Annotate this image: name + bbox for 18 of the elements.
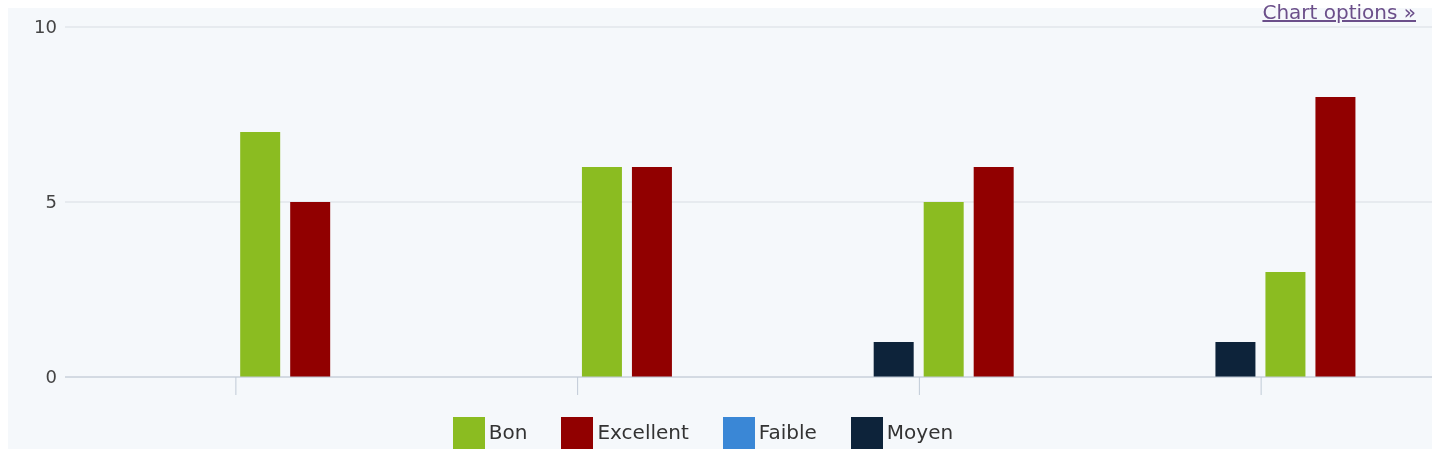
- bar: [1265, 272, 1306, 377]
- bar: [973, 167, 1014, 377]
- bar: [240, 132, 281, 377]
- legend-label: Faible: [758, 419, 817, 444]
- y-tick-label: 5: [45, 191, 57, 213]
- legend-label: Bon: [488, 419, 528, 444]
- y-tick-label: 10: [34, 16, 57, 38]
- bar: [873, 342, 914, 377]
- bar: [631, 167, 672, 377]
- bar: [290, 202, 331, 377]
- bar: [1215, 342, 1256, 377]
- bar: [923, 202, 964, 377]
- legend-label: Excellent: [597, 419, 689, 444]
- y-tick-label: 0: [45, 366, 57, 388]
- legend-label: Moyen: [886, 419, 954, 444]
- bar: [1315, 97, 1356, 377]
- text: Chart options »: [1262, 0, 1416, 24]
- bar: [581, 167, 622, 377]
